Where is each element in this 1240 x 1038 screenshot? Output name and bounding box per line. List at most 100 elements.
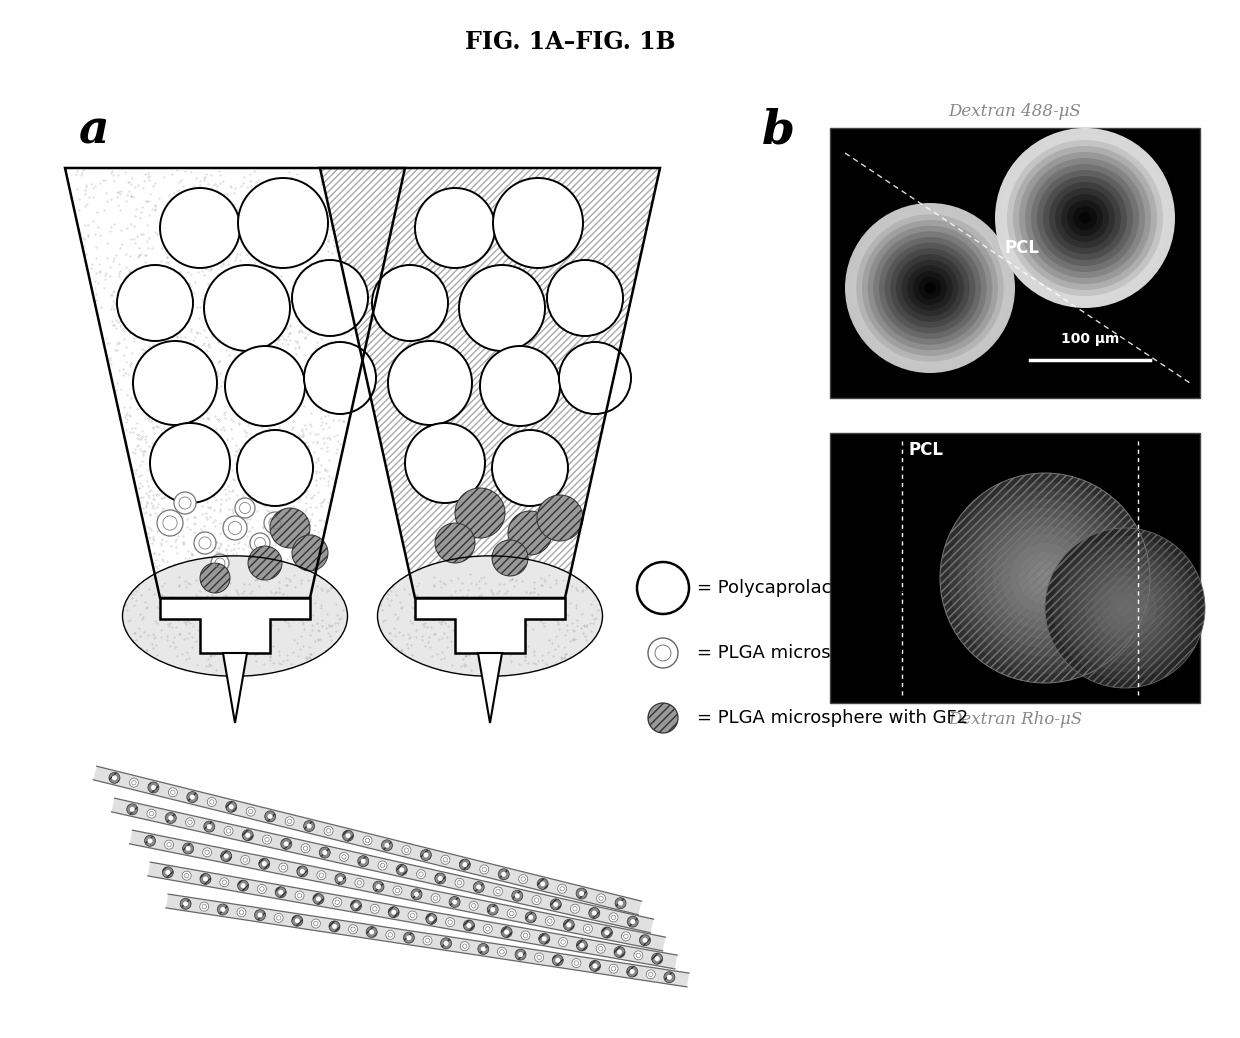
Circle shape: [423, 936, 432, 945]
Circle shape: [129, 778, 139, 787]
Circle shape: [397, 865, 407, 875]
Circle shape: [148, 839, 153, 843]
Circle shape: [924, 282, 936, 294]
Circle shape: [879, 237, 981, 339]
Circle shape: [295, 919, 300, 923]
Circle shape: [455, 488, 505, 538]
Circle shape: [169, 788, 177, 797]
Circle shape: [353, 903, 358, 908]
Circle shape: [630, 969, 635, 974]
Circle shape: [291, 260, 368, 336]
Circle shape: [182, 871, 191, 880]
Circle shape: [264, 512, 286, 534]
Circle shape: [221, 850, 232, 862]
Circle shape: [148, 810, 156, 818]
Circle shape: [1092, 576, 1157, 640]
Circle shape: [148, 782, 159, 793]
Circle shape: [300, 869, 305, 874]
Circle shape: [604, 930, 609, 935]
Circle shape: [306, 823, 311, 828]
Circle shape: [221, 907, 226, 912]
Circle shape: [1109, 592, 1141, 624]
Circle shape: [463, 863, 467, 867]
Circle shape: [579, 891, 584, 896]
Circle shape: [556, 958, 560, 963]
Circle shape: [405, 424, 485, 503]
Circle shape: [1030, 164, 1140, 272]
Circle shape: [532, 896, 541, 904]
Circle shape: [250, 532, 270, 553]
Circle shape: [126, 803, 138, 815]
Circle shape: [295, 891, 304, 900]
Circle shape: [264, 811, 275, 822]
Circle shape: [553, 902, 558, 907]
Circle shape: [1001, 134, 1169, 302]
Circle shape: [109, 772, 120, 784]
Circle shape: [130, 807, 135, 812]
Circle shape: [358, 855, 368, 867]
Circle shape: [492, 540, 528, 576]
Circle shape: [919, 277, 941, 299]
Circle shape: [372, 265, 448, 342]
Circle shape: [551, 899, 562, 910]
Circle shape: [207, 797, 216, 807]
Circle shape: [477, 944, 489, 955]
Circle shape: [259, 858, 270, 869]
Circle shape: [913, 271, 947, 305]
Circle shape: [190, 795, 195, 799]
Circle shape: [646, 969, 655, 979]
Circle shape: [165, 870, 170, 875]
Circle shape: [223, 516, 247, 540]
Circle shape: [559, 342, 631, 414]
Circle shape: [393, 886, 402, 895]
Circle shape: [1037, 170, 1133, 266]
Circle shape: [241, 855, 249, 865]
Circle shape: [508, 511, 552, 555]
Circle shape: [224, 826, 233, 836]
Circle shape: [410, 889, 422, 900]
Circle shape: [237, 430, 312, 506]
Circle shape: [459, 265, 546, 351]
Circle shape: [518, 952, 523, 957]
Circle shape: [851, 209, 1009, 367]
Circle shape: [217, 904, 228, 914]
Circle shape: [329, 921, 340, 932]
Circle shape: [897, 254, 963, 322]
Circle shape: [1028, 561, 1063, 596]
Circle shape: [589, 960, 600, 972]
Circle shape: [291, 535, 329, 571]
Circle shape: [423, 852, 428, 857]
Circle shape: [492, 430, 568, 506]
Circle shape: [263, 836, 272, 844]
Circle shape: [270, 508, 310, 548]
Polygon shape: [415, 598, 565, 653]
Circle shape: [466, 923, 471, 928]
Circle shape: [1011, 543, 1080, 613]
Circle shape: [494, 177, 583, 268]
Circle shape: [884, 243, 976, 333]
Circle shape: [399, 868, 404, 872]
Ellipse shape: [377, 556, 603, 677]
Circle shape: [484, 924, 492, 933]
Circle shape: [361, 858, 366, 864]
Circle shape: [145, 836, 155, 846]
Circle shape: [226, 801, 237, 813]
Circle shape: [1053, 536, 1197, 680]
Text: b: b: [763, 107, 795, 153]
Circle shape: [386, 930, 394, 939]
Circle shape: [957, 491, 1132, 665]
Circle shape: [515, 949, 526, 960]
Circle shape: [438, 876, 443, 881]
Circle shape: [187, 792, 198, 802]
Circle shape: [444, 940, 449, 946]
Circle shape: [351, 900, 362, 911]
Circle shape: [494, 886, 502, 896]
Circle shape: [112, 775, 117, 781]
Circle shape: [203, 821, 215, 832]
Circle shape: [184, 901, 188, 906]
Circle shape: [1019, 552, 1071, 604]
Circle shape: [1007, 140, 1163, 296]
Circle shape: [366, 927, 377, 937]
Circle shape: [577, 939, 588, 951]
Circle shape: [649, 638, 678, 668]
